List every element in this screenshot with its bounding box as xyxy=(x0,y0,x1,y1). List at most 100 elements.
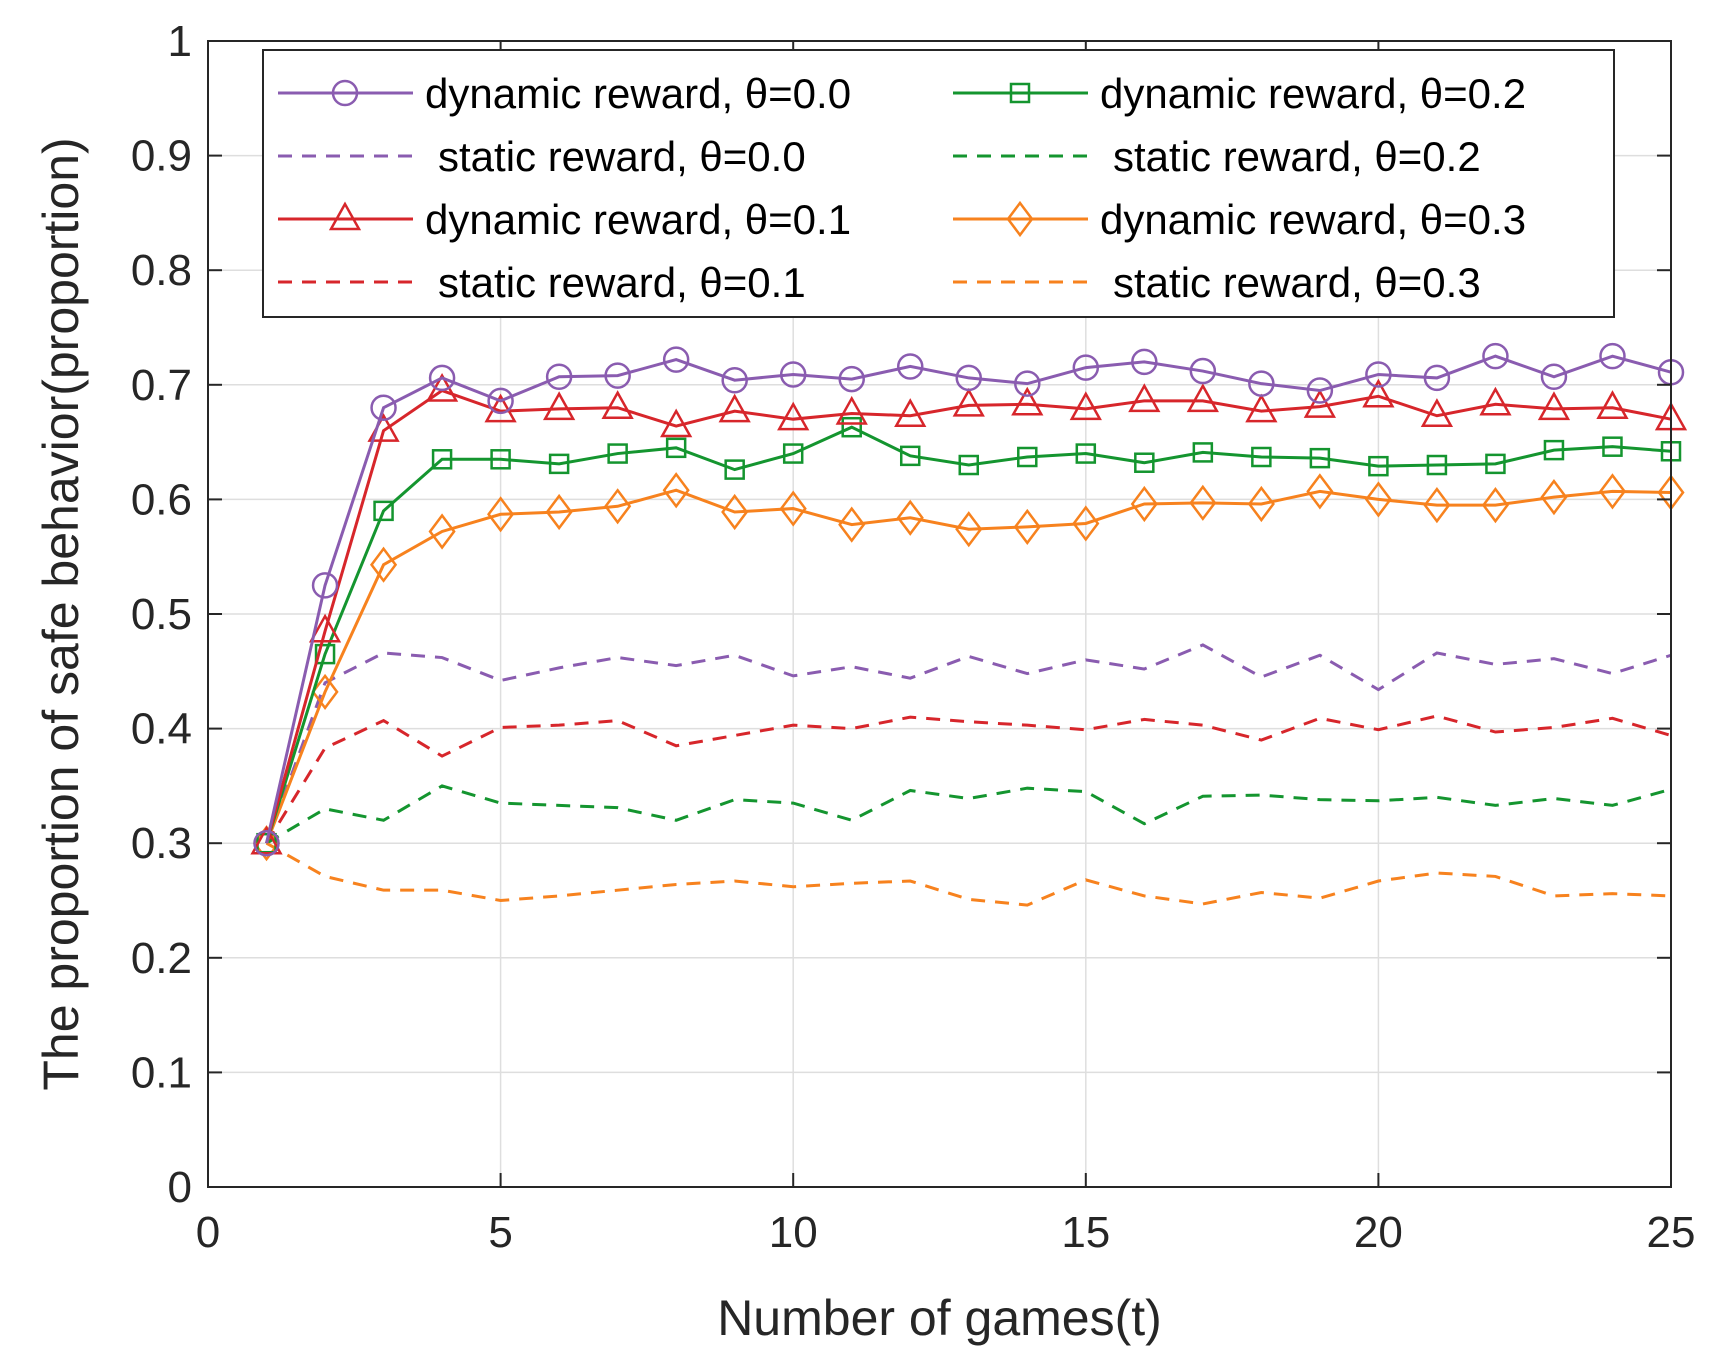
data-point xyxy=(369,546,398,583)
legend-item: dynamic reward, θ=0.1 xyxy=(278,196,851,243)
x-tick-label: 5 xyxy=(488,1208,512,1257)
data-point xyxy=(896,499,924,536)
y-tick-label: 0.1 xyxy=(131,1048,192,1097)
data-point xyxy=(896,353,924,380)
legend-item: static reward, θ=0.3 xyxy=(953,259,1481,306)
legend-box xyxy=(262,49,1615,318)
data-point xyxy=(724,459,745,480)
data-point xyxy=(1309,447,1331,469)
data-point xyxy=(665,437,687,459)
y-tick-label: 0.7 xyxy=(131,361,192,410)
series-group xyxy=(250,342,1688,907)
data-point xyxy=(370,394,397,421)
data-point xyxy=(1069,391,1102,421)
data-point xyxy=(1365,361,1392,388)
series-6 xyxy=(252,472,1685,862)
data-point xyxy=(1128,383,1161,413)
legend-label: static reward, θ=0.1 xyxy=(438,259,806,306)
data-point xyxy=(1075,443,1097,464)
y-tick-label: 0 xyxy=(168,1163,192,1212)
data-point xyxy=(311,572,339,599)
legend: dynamic reward, θ=0.0 static reward, θ=0.… xyxy=(262,49,1615,318)
data-point xyxy=(311,673,339,711)
data-point xyxy=(1186,383,1219,413)
data-point xyxy=(250,825,283,855)
data-point xyxy=(1426,454,1448,476)
data-point xyxy=(1481,487,1510,524)
series-4 xyxy=(256,416,1682,854)
y-tick-label: 0.4 xyxy=(131,705,192,754)
data-point xyxy=(1598,473,1627,510)
data-point xyxy=(718,393,751,423)
data-point xyxy=(314,643,336,665)
data-point xyxy=(721,366,748,394)
data-point xyxy=(373,500,394,522)
data-point xyxy=(1011,386,1044,416)
series-3 xyxy=(265,714,1672,844)
series-line xyxy=(265,714,1672,844)
y-axis-label: The proportion of safe behavior(proporti… xyxy=(33,137,89,1090)
data-point xyxy=(1248,370,1275,397)
data-point xyxy=(431,449,453,470)
legend-label: static reward, θ=0.0 xyxy=(438,133,806,180)
data-point xyxy=(1131,348,1158,376)
legend-label: static reward, θ=0.3 xyxy=(1113,259,1481,306)
data-point xyxy=(545,493,573,531)
data-point xyxy=(487,496,515,533)
legend-item: static reward, θ=0.0 xyxy=(278,133,806,180)
data-point xyxy=(1364,481,1392,518)
data-point xyxy=(1537,391,1571,421)
data-point xyxy=(545,363,573,391)
legend-label: dynamic reward, θ=0.0 xyxy=(425,70,851,117)
legend-label: dynamic reward, θ=0.1 xyxy=(425,196,851,243)
series-line xyxy=(265,784,1672,845)
data-point xyxy=(1423,364,1451,392)
x-tick-label: 25 xyxy=(1647,1208,1696,1257)
series-7 xyxy=(265,841,1672,907)
data-point xyxy=(721,493,749,531)
data-point xyxy=(253,829,280,857)
data-point xyxy=(1482,342,1509,370)
data-point xyxy=(955,511,983,548)
data-point xyxy=(1251,446,1272,468)
data-point xyxy=(428,513,456,550)
data-point xyxy=(607,443,628,464)
data-point xyxy=(662,472,690,509)
data-point xyxy=(1599,342,1626,370)
data-point xyxy=(1247,485,1275,523)
data-point xyxy=(779,490,807,527)
data-point xyxy=(484,393,517,423)
data-point xyxy=(1017,446,1038,468)
data-point xyxy=(1014,370,1041,397)
data-point xyxy=(841,416,862,438)
series-line xyxy=(265,841,1672,907)
legend-item: static reward, θ=0.1 xyxy=(278,259,806,306)
data-point xyxy=(490,449,511,470)
data-point xyxy=(955,364,983,392)
series-5 xyxy=(265,784,1672,845)
data-point xyxy=(838,506,866,543)
data-point xyxy=(1602,436,1623,457)
data-point xyxy=(1245,393,1278,423)
legend-label: dynamic reward, θ=0.2 xyxy=(1100,70,1526,117)
data-point xyxy=(899,445,921,467)
series-2 xyxy=(250,372,1688,855)
legend-item: static reward, θ=0.2 xyxy=(953,133,1481,180)
series-line xyxy=(265,354,1672,844)
data-point xyxy=(1189,484,1217,521)
y-tick-label: 0.9 xyxy=(131,132,192,181)
legend-marker xyxy=(1006,200,1034,238)
legend-marker xyxy=(1009,82,1031,104)
data-point xyxy=(952,387,985,417)
data-point xyxy=(1485,453,1506,475)
data-point xyxy=(958,454,980,476)
data-point xyxy=(1306,473,1334,510)
legend-item: dynamic reward, θ=0.3 xyxy=(953,196,1526,243)
x-tick-label: 10 xyxy=(769,1208,818,1257)
series-line xyxy=(265,643,1672,844)
data-point xyxy=(1013,508,1041,545)
data-point xyxy=(487,387,514,415)
x-axis-label: Number of games(t) xyxy=(717,1290,1162,1346)
data-point xyxy=(838,365,865,393)
data-point xyxy=(1543,439,1565,461)
